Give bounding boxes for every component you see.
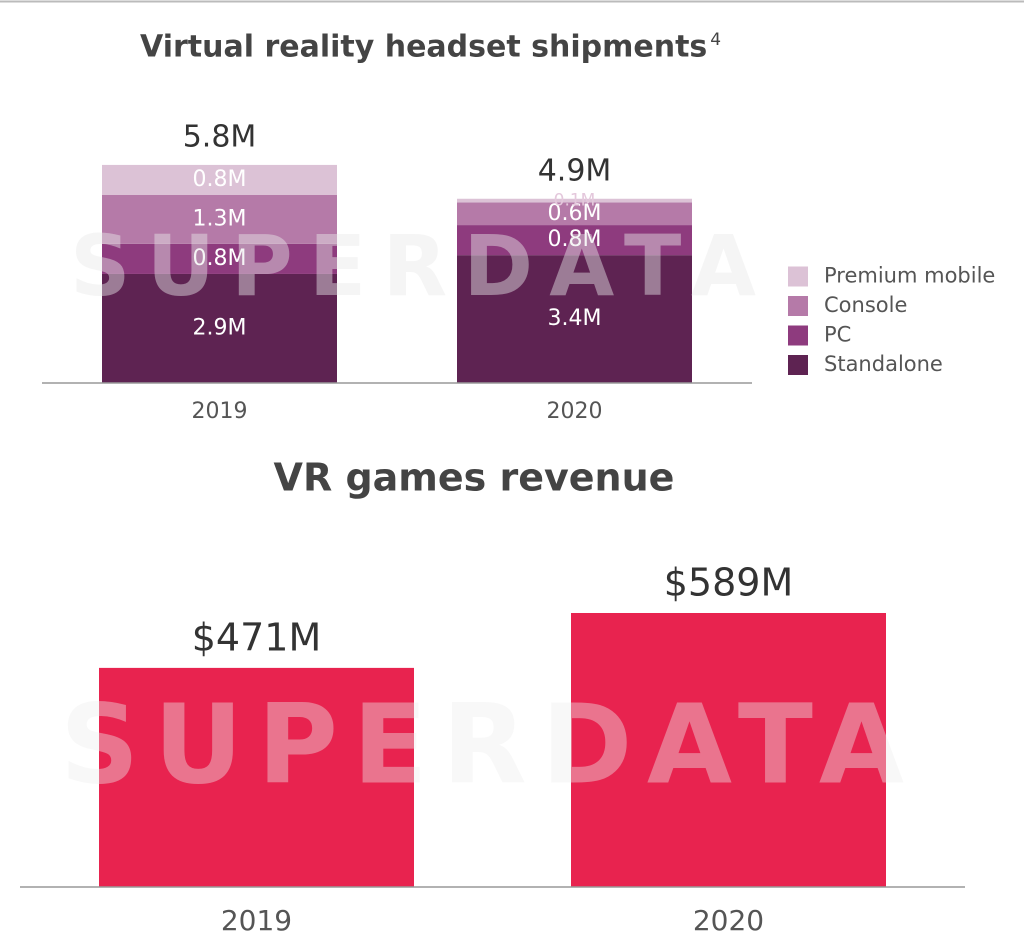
data-label: $471M [192, 615, 322, 659]
data-label: 2.9M [193, 315, 247, 340]
data-label: 3.4M [548, 306, 602, 331]
bar-segment [457, 202, 692, 226]
x-tick-label: 2020 [693, 904, 764, 937]
watermark: SUPERDATA [70, 217, 770, 315]
x-tick-label: 2019 [192, 399, 248, 424]
legend-label: Premium mobile [824, 264, 995, 288]
legend-swatch [788, 355, 808, 375]
legend-label: PC [824, 323, 851, 347]
x-tick-label: 2019 [221, 904, 292, 937]
bar-segment [102, 273, 337, 383]
legend-swatch [788, 266, 808, 287]
bar [571, 612, 886, 887]
legend-label: Console [824, 293, 907, 317]
bar [99, 667, 414, 887]
data-label: $589M [664, 560, 794, 604]
plot-area: 2.9M0.8M1.3M0.8M5.8M3.4M0.8M0.6M0.1M4.9M… [20, 119, 995, 937]
data-label: 0.1M [554, 191, 596, 211]
title-superscript: 4 [710, 30, 721, 50]
legend-swatch [788, 296, 808, 316]
total-label: 4.9M [538, 153, 612, 188]
bar-segment [457, 255, 692, 383]
watermark: SUPERDATA [60, 680, 920, 808]
legend-label: Standalone [824, 352, 943, 376]
bar-segment [457, 198, 692, 203]
chart-title: VR games revenue [274, 456, 675, 500]
chart-title: Virtual reality headset shipments [140, 30, 707, 65]
data-label: 0.6M [548, 201, 602, 226]
bar-segment [102, 195, 337, 244]
data-label: 0.8M [193, 246, 247, 271]
x-tick-label: 2020 [547, 399, 603, 424]
legend-swatch [788, 325, 808, 346]
data-label: 0.8M [193, 167, 247, 192]
total-label: 5.8M [183, 119, 257, 154]
bar-segment [102, 243, 337, 274]
bar-segment [457, 225, 692, 256]
data-label: 1.3M [193, 206, 247, 231]
data-label: 0.8M [548, 227, 602, 252]
bar-segment [102, 164, 337, 195]
